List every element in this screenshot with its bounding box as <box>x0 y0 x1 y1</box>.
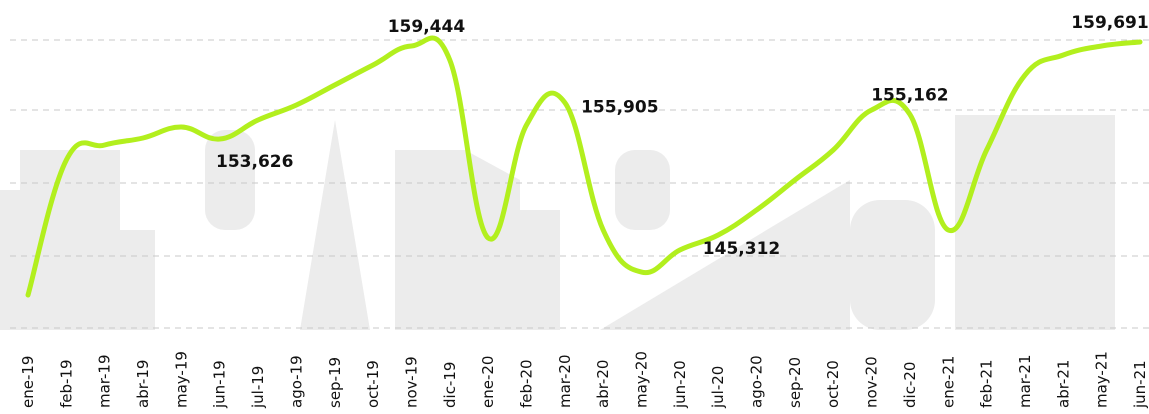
x-tick-label: jul-19 <box>249 366 267 409</box>
x-tick-label: ene-19 <box>19 356 37 408</box>
x-tick-label: jun-20 <box>671 360 689 409</box>
x-tick-label: abr-20 <box>594 360 612 408</box>
x-tick-label: mar-21 <box>1016 354 1034 408</box>
value-label: 159,691 <box>1071 13 1148 33</box>
x-tick-label: may-20 <box>633 351 651 408</box>
x-tick-label: may-21 <box>1093 351 1111 408</box>
value-label: 159,444 <box>388 17 466 37</box>
value-label: 155,905 <box>581 98 658 118</box>
x-tick-label: ene-20 <box>479 356 497 408</box>
x-tick-label: ene-21 <box>939 356 957 408</box>
x-tick-label: feb-21 <box>978 359 996 408</box>
x-tick-label: oct-20 <box>824 360 842 408</box>
x-tick-label: jul-20 <box>709 366 727 409</box>
x-tick-label: jun-19 <box>211 360 229 409</box>
x-tick-label: dic-19 <box>441 362 459 408</box>
x-tick-label: nov-20 <box>863 356 881 408</box>
grid <box>10 39 1149 329</box>
data-line <box>25 35 1143 298</box>
x-tick-label: mar-20 <box>556 354 574 408</box>
x-tick-label: dic-20 <box>901 362 919 408</box>
x-tick-label: nov-19 <box>402 356 420 408</box>
x-tick-label: abr-19 <box>134 360 152 408</box>
value-label: 153,626 <box>216 152 293 172</box>
x-tick-label: abr-21 <box>1054 360 1072 408</box>
value-label: 145,312 <box>703 239 780 259</box>
x-tick-label: ago-19 <box>287 355 305 408</box>
x-tick-label: may-19 <box>172 351 190 408</box>
x-tick-label: jun-21 <box>1131 360 1149 409</box>
x-tick-label: sep-20 <box>786 357 804 408</box>
x-tick-label: ago-20 <box>748 355 766 408</box>
x-tick-label: oct-19 <box>364 360 382 408</box>
x-tick-label: mar-19 <box>96 354 114 408</box>
x-tick-label: feb-20 <box>517 359 535 408</box>
x-tick-label: feb-19 <box>57 359 75 408</box>
x-tick-label: sep-19 <box>326 357 344 408</box>
background-silhouettes <box>0 115 1115 330</box>
value-label: 155,162 <box>871 85 948 105</box>
